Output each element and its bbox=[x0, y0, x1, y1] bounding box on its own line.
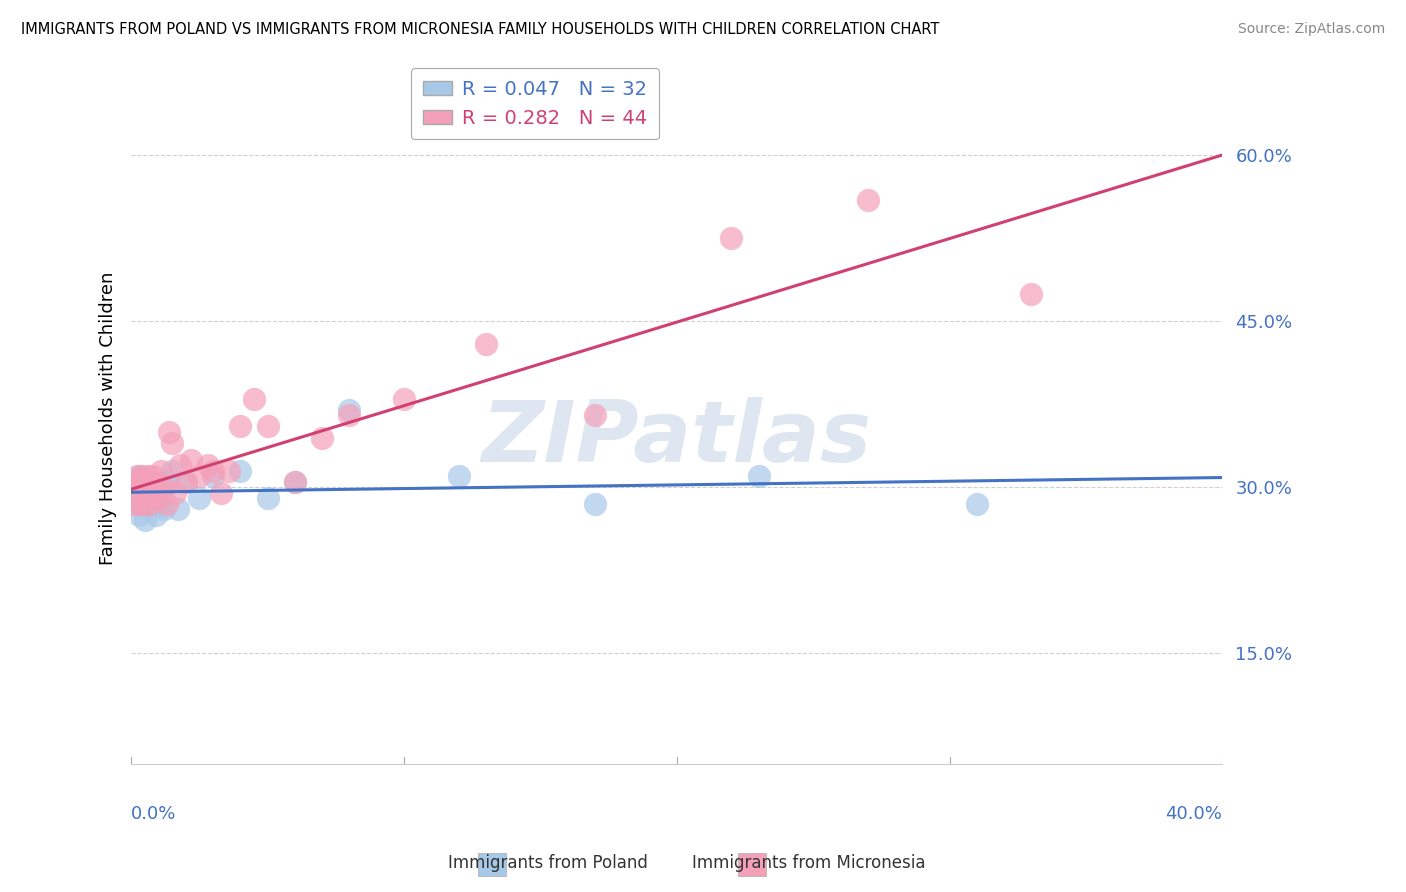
Point bbox=[284, 475, 307, 489]
Point bbox=[134, 497, 156, 511]
Y-axis label: Family Households with Children: Family Households with Children bbox=[100, 271, 117, 565]
Point bbox=[256, 491, 278, 506]
Point bbox=[128, 497, 150, 511]
Point bbox=[136, 469, 159, 483]
Point bbox=[174, 475, 197, 489]
Point bbox=[131, 480, 153, 494]
Point bbox=[174, 475, 197, 489]
Text: IMMIGRANTS FROM POLAND VS IMMIGRANTS FROM MICRONESIA FAMILY HOUSEHOLDS WITH CHIL: IMMIGRANTS FROM POLAND VS IMMIGRANTS FRO… bbox=[21, 22, 939, 37]
Point bbox=[142, 469, 165, 483]
Point bbox=[136, 497, 159, 511]
Point bbox=[131, 497, 153, 511]
Text: 40.0%: 40.0% bbox=[1166, 805, 1222, 823]
Point bbox=[160, 436, 183, 450]
Point bbox=[339, 409, 361, 423]
Point bbox=[122, 475, 145, 489]
Point bbox=[125, 486, 148, 500]
Point bbox=[284, 475, 307, 489]
Point bbox=[128, 508, 150, 522]
Point bbox=[339, 403, 361, 417]
Point bbox=[150, 486, 173, 500]
Point bbox=[139, 497, 162, 511]
Point bbox=[156, 475, 179, 489]
Point bbox=[169, 458, 191, 473]
Point bbox=[134, 480, 156, 494]
Point bbox=[447, 469, 470, 483]
Point bbox=[134, 514, 156, 528]
Point bbox=[131, 486, 153, 500]
Point bbox=[966, 497, 988, 511]
Point bbox=[156, 497, 179, 511]
Point bbox=[159, 425, 181, 439]
Point bbox=[153, 502, 176, 516]
Point bbox=[583, 409, 606, 423]
Point bbox=[153, 480, 176, 494]
Point bbox=[856, 193, 879, 207]
Point bbox=[188, 469, 211, 483]
Point bbox=[202, 464, 225, 478]
Point bbox=[209, 486, 232, 500]
Point bbox=[128, 469, 150, 483]
Point bbox=[229, 464, 252, 478]
Point bbox=[202, 469, 225, 483]
Point bbox=[145, 475, 167, 489]
Point bbox=[139, 480, 162, 494]
Point bbox=[125, 475, 148, 489]
Point bbox=[145, 508, 167, 522]
Point bbox=[748, 469, 770, 483]
Point bbox=[122, 497, 145, 511]
Text: 0.0%: 0.0% bbox=[131, 805, 177, 823]
Point bbox=[188, 491, 211, 506]
Point bbox=[142, 475, 165, 489]
Point bbox=[243, 392, 266, 406]
Point bbox=[218, 464, 240, 478]
Point bbox=[229, 419, 252, 434]
Point bbox=[163, 486, 186, 500]
Point bbox=[128, 475, 150, 489]
Point bbox=[160, 464, 183, 478]
Point bbox=[142, 486, 165, 500]
Text: Immigrants from Poland: Immigrants from Poland bbox=[449, 855, 648, 872]
Point bbox=[1021, 286, 1043, 301]
Point bbox=[392, 392, 415, 406]
Point bbox=[134, 486, 156, 500]
Point bbox=[139, 480, 162, 494]
Text: ZIPatlas: ZIPatlas bbox=[482, 398, 872, 481]
Point bbox=[150, 464, 173, 478]
Point bbox=[136, 486, 159, 500]
Point bbox=[131, 469, 153, 483]
Point bbox=[148, 497, 170, 511]
Point bbox=[125, 497, 148, 511]
Point bbox=[720, 231, 742, 245]
Point bbox=[125, 469, 148, 483]
Text: Source: ZipAtlas.com: Source: ZipAtlas.com bbox=[1237, 22, 1385, 37]
Point bbox=[256, 419, 278, 434]
Point bbox=[311, 431, 333, 445]
Point bbox=[180, 452, 202, 467]
Point bbox=[166, 502, 188, 516]
Point bbox=[148, 491, 170, 506]
Point bbox=[475, 336, 498, 351]
Point bbox=[197, 458, 219, 473]
Legend: R = 0.047   N = 32, R = 0.282   N = 44: R = 0.047 N = 32, R = 0.282 N = 44 bbox=[411, 69, 658, 139]
Point bbox=[122, 486, 145, 500]
Point bbox=[139, 497, 162, 511]
Text: Immigrants from Micronesia: Immigrants from Micronesia bbox=[692, 855, 925, 872]
Point bbox=[583, 497, 606, 511]
Point bbox=[136, 486, 159, 500]
